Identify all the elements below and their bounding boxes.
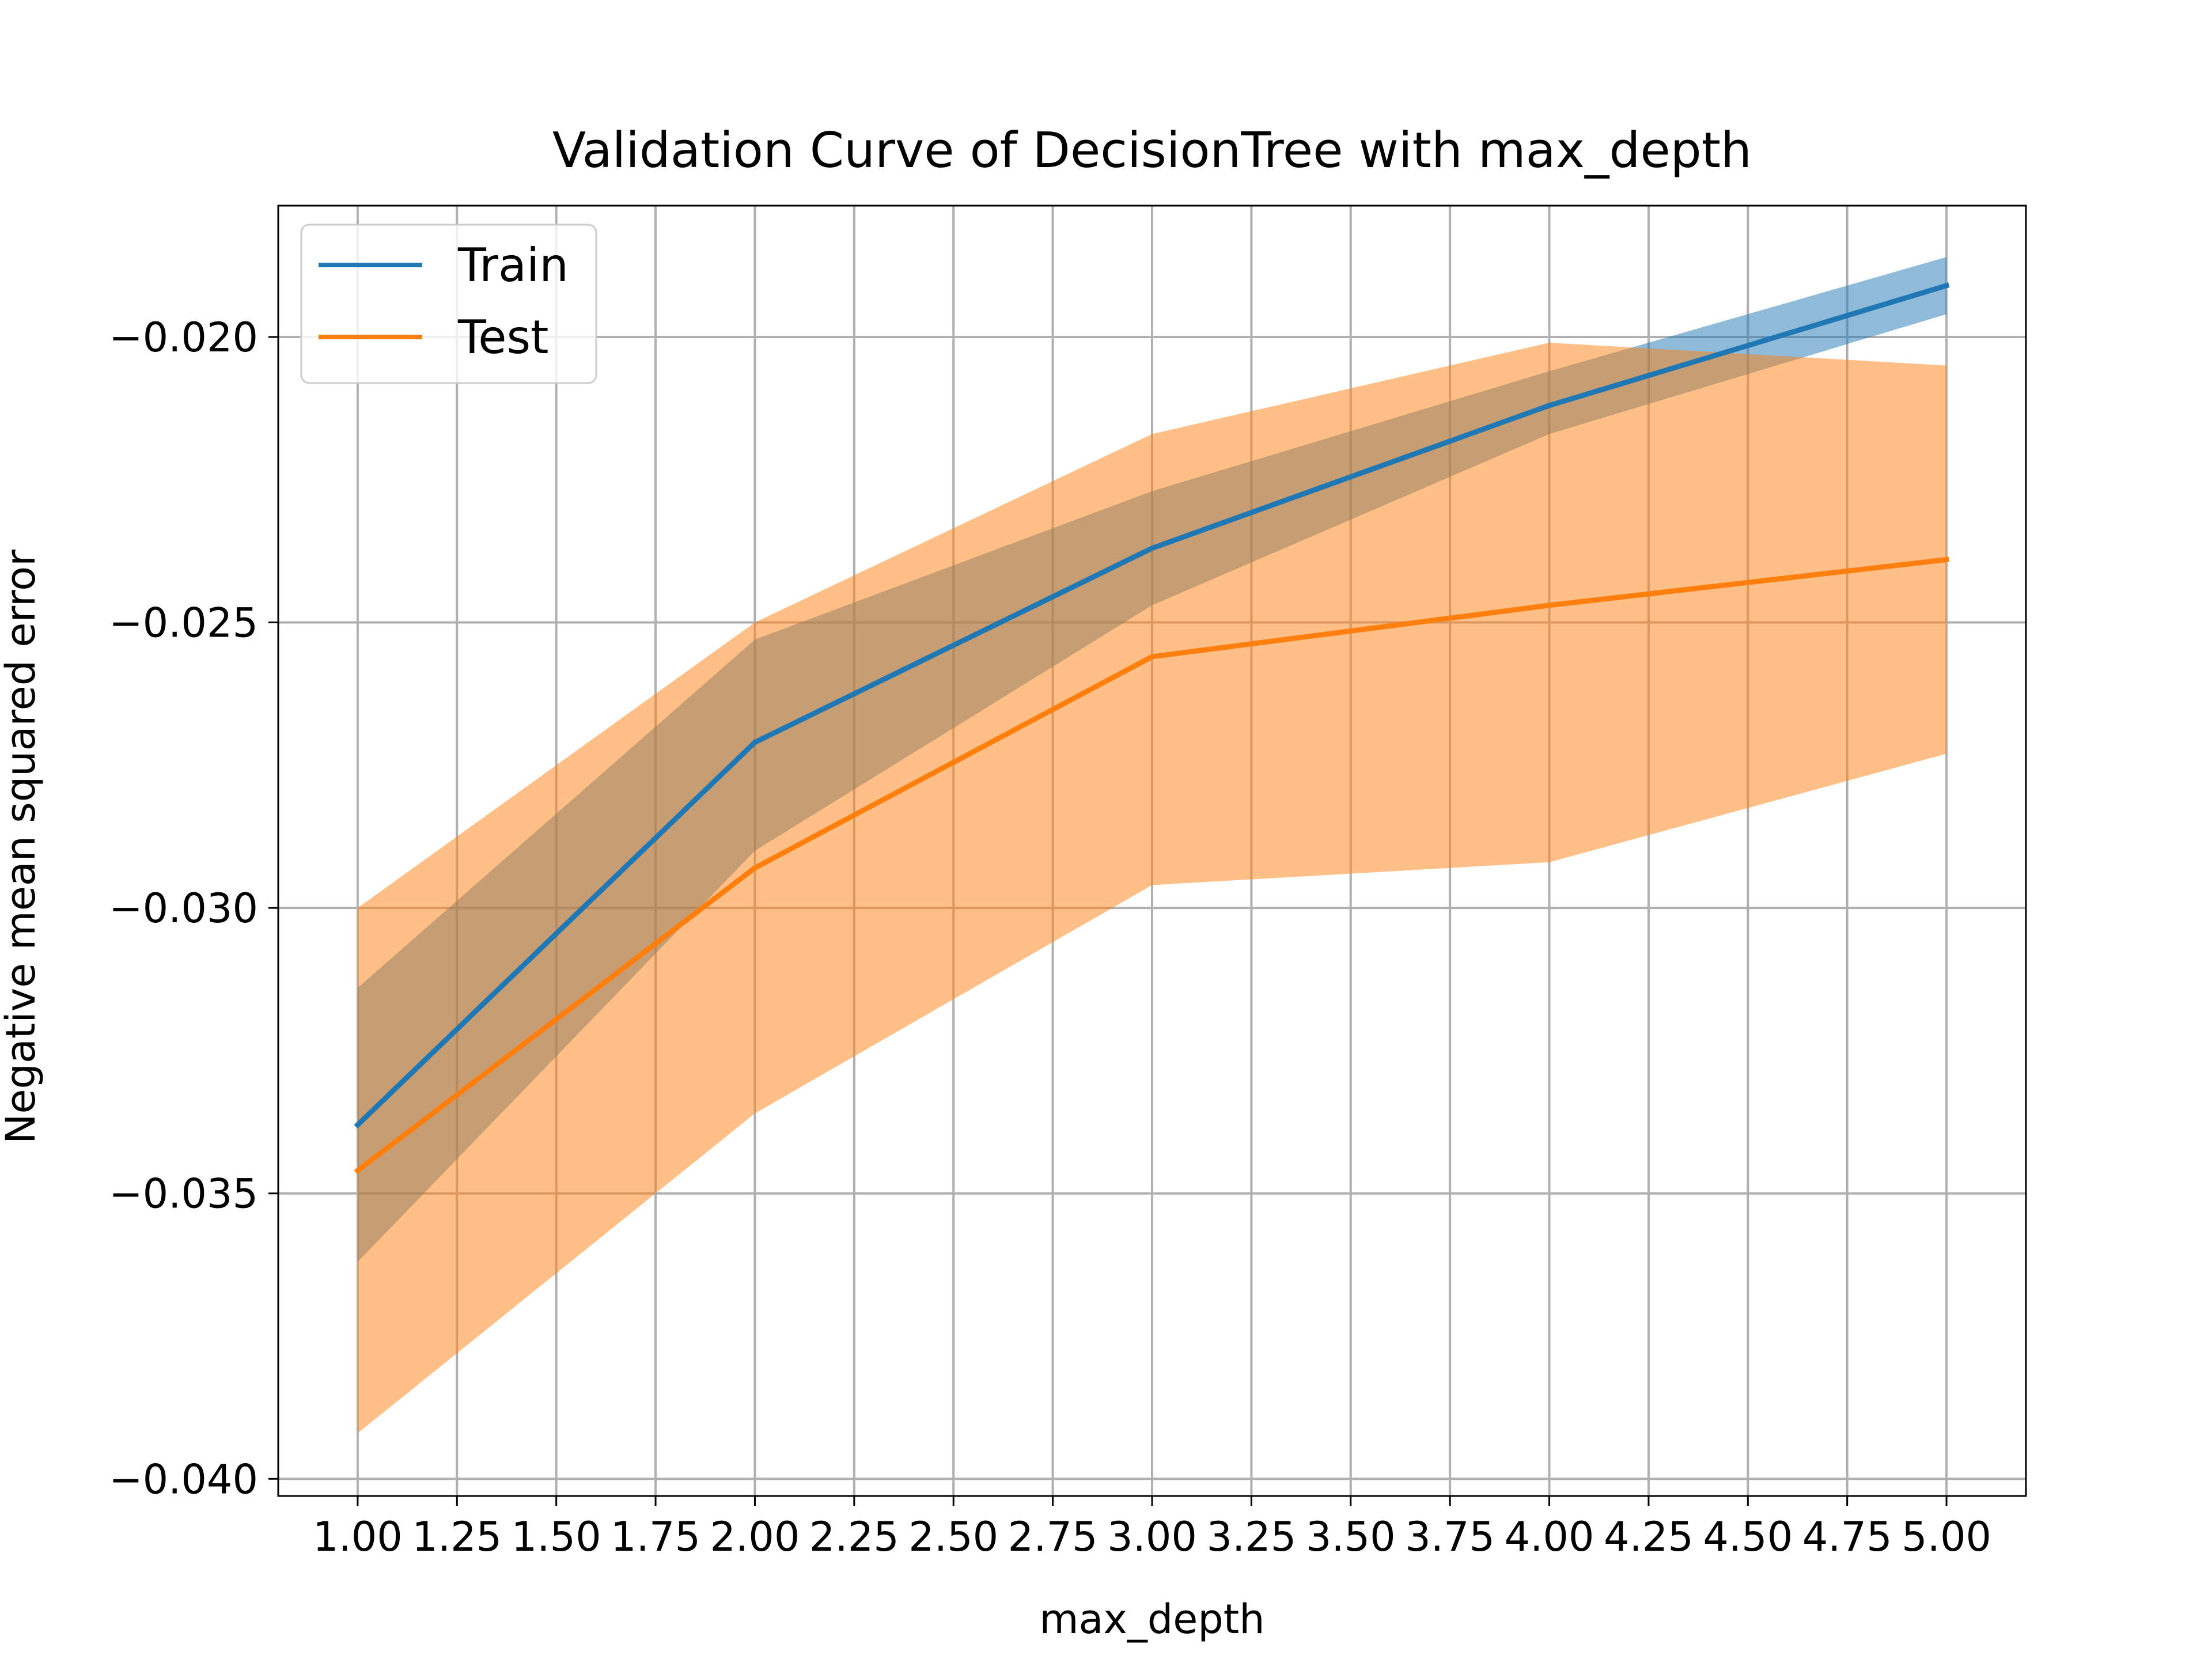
x-tick-label: 2.75 [1008, 1513, 1098, 1560]
legend-label-test: Test [457, 310, 549, 364]
y-tick-label: −0.040 [109, 1456, 258, 1503]
train-mean-line [354, 282, 1950, 1129]
confidence-bands [357, 257, 1947, 1433]
x-tick-label: 5.00 [1902, 1513, 1991, 1560]
x-tick-label: 4.00 [1505, 1513, 1594, 1560]
y-tick-label: −0.035 [109, 1171, 258, 1218]
test-std-band [357, 342, 1947, 1433]
y-tick-label: −0.020 [109, 314, 258, 361]
x-tick-label: 1.25 [412, 1513, 502, 1560]
x-axis-ticks: 1.00 1.25 1.50 1.75 2.00 2.25 2.50 2.75 3.00 3.25… [313, 1496, 1991, 1560]
x-tick-label: 2.00 [710, 1513, 800, 1560]
x-tick-label: 1.50 [512, 1513, 601, 1560]
y-tick-label: −0.030 [109, 885, 258, 932]
chart-title: Validation Curve of DecisionTree with ma… [552, 122, 1752, 179]
x-tick-label: 1.00 [313, 1513, 403, 1560]
legend-label-train: Train [457, 238, 569, 292]
x-tick-label: 3.25 [1206, 1513, 1296, 1560]
test-mean-line [354, 556, 1950, 1175]
x-tick-label: 1.75 [611, 1513, 700, 1560]
x-tick-label: 3.50 [1306, 1513, 1396, 1560]
x-tick-label: 4.50 [1703, 1513, 1793, 1560]
x-tick-label: 2.50 [908, 1513, 998, 1560]
x-tick-label: 3.75 [1405, 1513, 1495, 1560]
x-tick-label: 3.00 [1107, 1513, 1197, 1560]
y-axis-ticks: −0.040 −0.035 −0.030 −0.025 −0.020 [109, 314, 278, 1503]
x-axis-label: max_depth [1039, 1596, 1264, 1643]
legend: Train Test [300, 224, 597, 384]
x-tick-label: 4.25 [1604, 1513, 1694, 1560]
series-lines [354, 282, 1950, 1175]
x-tick-label: 2.25 [809, 1513, 899, 1560]
y-tick-label: −0.025 [109, 600, 258, 647]
y-axis-label: Negative mean squared error [0, 550, 44, 1144]
x-tick-label: 4.75 [1802, 1513, 1892, 1560]
